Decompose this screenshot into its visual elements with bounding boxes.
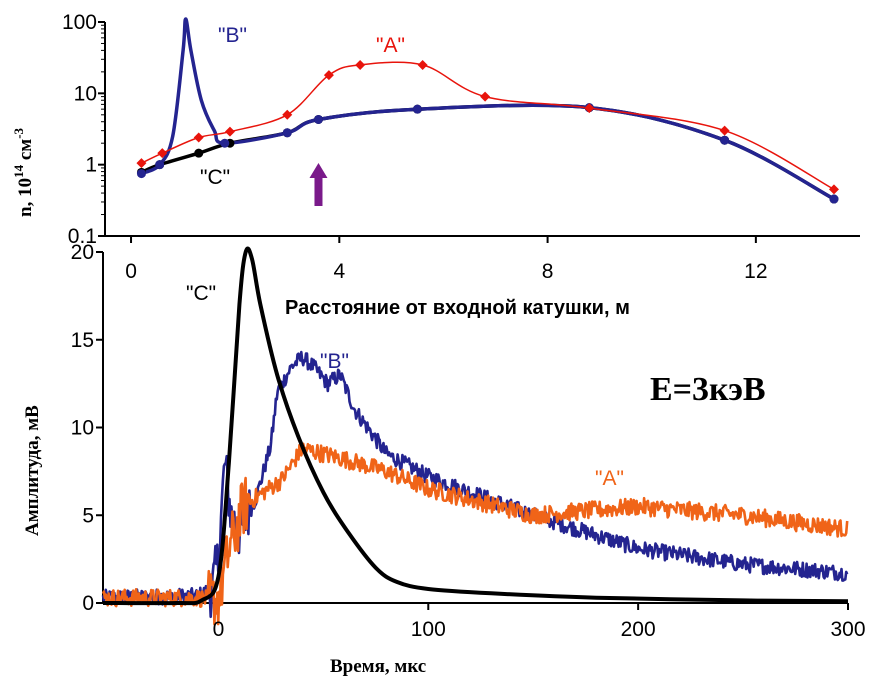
top-series-b-point <box>136 169 146 179</box>
top-y-axis-label: n, 1014 см-3 <box>11 127 36 217</box>
density-chart: 0 4 8 12 0.1 1 10 100 <box>62 11 860 283</box>
top-y-tick-label: 1 <box>85 154 97 177</box>
top-series-b-point <box>313 114 323 124</box>
bottom-series-label-a: "A" <box>595 467 624 490</box>
top-series-a-point <box>355 59 366 70</box>
top-series-b-point <box>282 128 292 138</box>
top-series-a-point <box>719 125 730 136</box>
top-series-a-point <box>136 158 147 169</box>
top-series-b-point <box>720 135 730 145</box>
density-axes <box>98 21 860 243</box>
top-x-tick-label: 0 <box>125 260 137 283</box>
bottom-y-tick-label: 10 <box>71 417 94 440</box>
bottom-series-a-line <box>101 442 849 626</box>
top-series-a-point <box>828 184 839 195</box>
amplitude-series <box>101 246 849 626</box>
amplitude-tick-labels: 0 100 200 300 0 5 10 15 20 <box>71 241 866 641</box>
top-series-a-point <box>282 109 293 120</box>
bottom-y-tick-label: 15 <box>71 329 94 352</box>
top-series-a-point <box>417 59 428 70</box>
density-tick-labels: 0 4 8 12 0.1 1 10 100 <box>62 11 768 283</box>
top-y-tick-label: 100 <box>62 11 97 34</box>
bottom-y-axis-label: Амплитуда, мВ <box>22 405 43 536</box>
energy-annotation: E=3кэВ <box>650 371 766 408</box>
top-series-a-point <box>584 103 595 114</box>
top-series-b-point <box>220 138 230 148</box>
bottom-series-c-line <box>102 246 849 606</box>
top-x-tick-label: 4 <box>333 260 345 283</box>
top-series-a-point <box>224 126 235 137</box>
bottom-y-tick-label: 5 <box>82 504 94 527</box>
bottom-y-tick-label: 0 <box>82 592 94 615</box>
bottom-series-label-c: "C" <box>186 282 216 305</box>
top-y-tick-label: 10 <box>74 82 97 105</box>
amplitude-chart: 0 100 200 300 0 5 10 15 20 <box>71 241 866 641</box>
bottom-x-tick-label: 0 <box>213 618 225 641</box>
top-series-a-point <box>480 91 491 102</box>
top-series-label-b: "B" <box>218 24 247 47</box>
top-series-b-point <box>412 104 422 114</box>
top-x-axis-label: Расстояние от входной катушки, м <box>285 297 630 319</box>
top-series-c-point <box>194 148 204 158</box>
bottom-x-axis-label: Время, мкс <box>330 656 426 677</box>
top-series-label-c: "C" <box>200 166 230 189</box>
top-x-tick-label: 12 <box>744 260 767 283</box>
top-x-tick-label: 8 <box>542 260 554 283</box>
top-series-a-point <box>193 132 204 143</box>
bottom-x-tick-label: 100 <box>411 618 446 641</box>
top-series-a-point <box>157 148 168 159</box>
top-series-a-point <box>323 70 334 81</box>
bottom-series-label-b: "B" <box>320 350 349 373</box>
top-series-c-line <box>140 103 835 201</box>
top-series-a-line <box>141 61 835 191</box>
top-series-label-a: "A" <box>376 34 405 57</box>
bottom-x-tick-label: 300 <box>830 618 865 641</box>
top-series-b-point <box>829 194 839 204</box>
top-y-tick-label: 0.1 <box>68 225 97 248</box>
density-markers <box>136 59 839 206</box>
top-series-b-point <box>155 160 165 170</box>
bottom-x-tick-label: 200 <box>621 618 656 641</box>
bottom-y-tick-label: 20 <box>71 241 94 264</box>
position-arrow-icon <box>309 163 328 206</box>
